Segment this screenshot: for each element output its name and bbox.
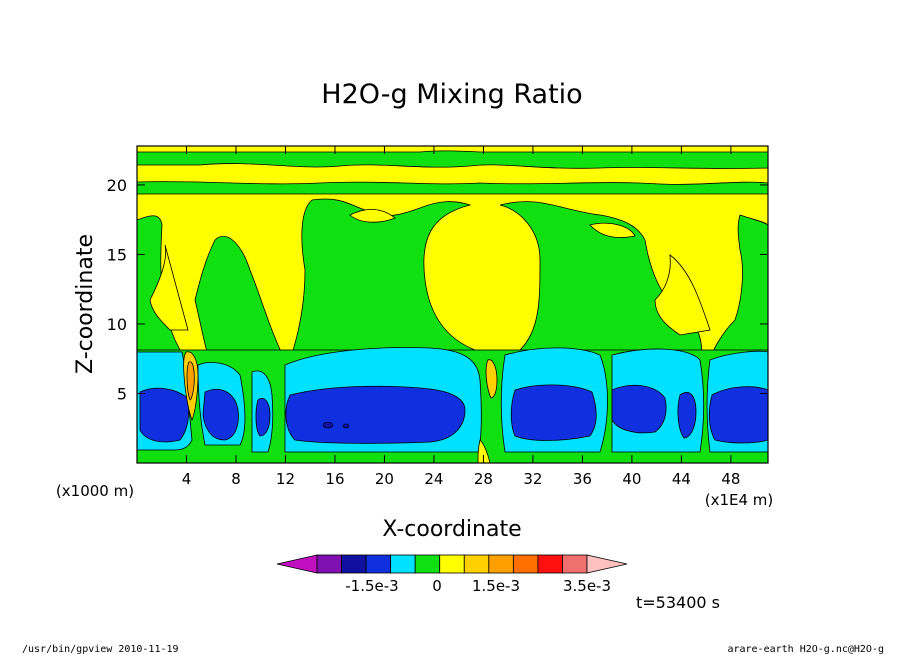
colorbar-swatch — [365, 554, 392, 574]
chart-title: H2O-g Mixing Ratio — [321, 79, 582, 110]
colorbar-swatch — [537, 554, 563, 574]
time-label: t=53400 s — [636, 593, 720, 612]
x-tick-label: 28 — [474, 470, 493, 488]
colorbar-swatch — [341, 554, 367, 574]
colorbar-high-extend — [586, 554, 628, 574]
plot-area — [137, 146, 768, 463]
colorbar-swatch — [512, 554, 539, 574]
colorbar-swatch — [390, 554, 416, 574]
colorbar — [276, 554, 628, 574]
blue-cores — [139, 384, 768, 444]
colorbar-label: 3.5e-3 — [563, 577, 611, 595]
x-axis-ticks: 4 8 12 16 20 24 28 32 36 40 44 48 — [182, 146, 740, 488]
plot-frame — [136, 145, 769, 464]
x-tick-label: 40 — [622, 470, 641, 488]
colorbar-swatch — [562, 554, 588, 574]
y-tick-label: 10 — [107, 315, 127, 334]
x-tick-label: 4 — [182, 470, 192, 488]
y-tick-label: 15 — [107, 245, 127, 264]
x-tick-label: 32 — [523, 470, 542, 488]
x-tick-label: 12 — [276, 470, 295, 488]
y-axis-ticks: 5 10 15 20 — [107, 176, 768, 403]
colorbar-swatch — [463, 554, 490, 574]
x-tick-label: 8 — [231, 470, 241, 488]
dark-blue-dots — [322, 421, 350, 429]
colorbar-label: -1.5e-3 — [345, 577, 398, 595]
colorbar-swatch — [316, 554, 342, 574]
y-tick-label: 20 — [107, 176, 127, 195]
y-tick-label: 5 — [117, 384, 127, 403]
colorbar-labels: -1.5e-3 0 1.5e-3 3.5e-3 — [345, 577, 611, 595]
x-tick-label: 24 — [424, 470, 443, 488]
colorbar-swatch — [439, 554, 465, 574]
upper-bands — [137, 150, 768, 195]
colorbar-swatch — [414, 554, 441, 574]
footer-left: /usr/bin/gpview 2010-11-19 — [22, 644, 179, 654]
orange-plumes — [183, 351, 498, 463]
x-tick-label: 20 — [375, 470, 394, 488]
colorbar-low-extend — [276, 554, 318, 574]
x-tick-label: 16 — [325, 470, 344, 488]
x-tick-label: 48 — [721, 470, 740, 488]
y-axis-unit: (x1000 m) — [56, 482, 134, 500]
colorbar-swatch — [488, 554, 514, 574]
colorbar-label: 0 — [432, 577, 442, 595]
x-axis-label: X-coordinate — [382, 517, 521, 542]
footer-right: arare-earth_H2O-g.nc@H2O-g — [727, 644, 884, 654]
x-tick-label: 44 — [672, 470, 691, 488]
x-tick-label: 36 — [573, 470, 592, 488]
x-axis-unit: (x1E4 m) — [705, 491, 774, 509]
colorbar-label: 1.5e-3 — [472, 577, 520, 595]
yellow-pockets — [149, 209, 711, 336]
y-axis-label: Z-coordinate — [73, 234, 98, 374]
